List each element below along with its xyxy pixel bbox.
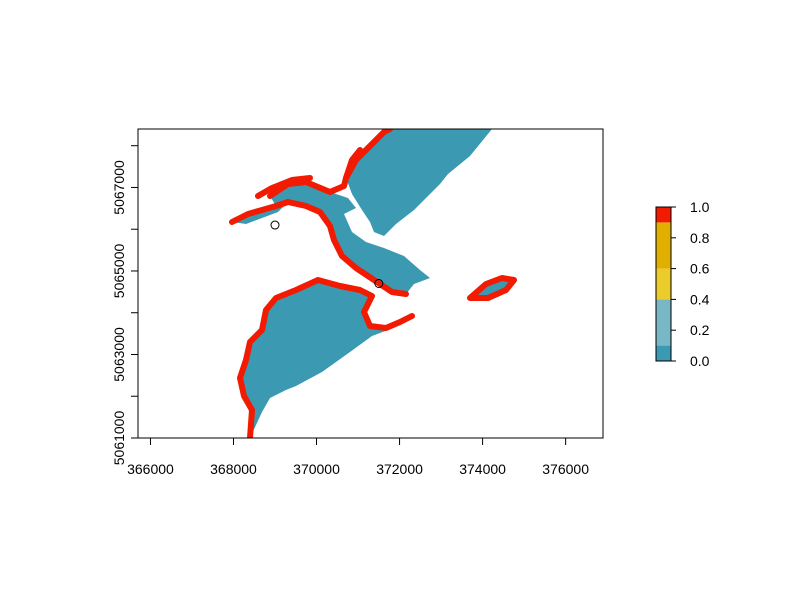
- lake-body-east: [470, 278, 514, 298]
- raster-map: [229, 129, 517, 438]
- x-tick-label: 376000: [542, 461, 589, 477]
- x-tick-label: 374000: [459, 461, 506, 477]
- y-tick-label: 5061000: [111, 411, 127, 466]
- y-tick-label: 5063000: [111, 327, 127, 382]
- y-tick-label: 5065000: [111, 244, 127, 299]
- shoreline-east-lake: [467, 275, 517, 301]
- y-axis: 5061000 5063000 5065000 5067000: [111, 145, 139, 466]
- lake-body-northeast: [346, 129, 492, 236]
- x-tick-label: 368000: [210, 461, 257, 477]
- legend-bin-5: [656, 207, 671, 223]
- legend-bin-3: [656, 268, 671, 300]
- legend-tick-label: 0.8: [690, 230, 710, 246]
- y-tick-label: 5067000: [111, 160, 127, 215]
- shoreline-northeast: [343, 129, 393, 181]
- legend-frame: [655, 206, 672, 362]
- legend-tick-label: 0.4: [690, 291, 710, 307]
- x-axis: 366000 368000 370000 372000 374000 376000: [127, 437, 589, 477]
- shoreline-southwest: [237, 277, 415, 438]
- color-legend: 0.0 0.2 0.4 0.6 0.8 1.0: [655, 199, 710, 369]
- legend-tick-label: 0.0: [690, 353, 710, 369]
- legend-tick-label: 0.6: [690, 261, 710, 277]
- legend-tick-label: 1.0: [690, 199, 710, 215]
- lake-body-southwest: [240, 280, 412, 438]
- point-marker-2: [374, 279, 384, 288]
- shoreline-northwest-stream: [255, 175, 313, 199]
- lake-channel: [270, 182, 430, 294]
- x-tick-label: 372000: [376, 461, 423, 477]
- legend-bin-2: [656, 299, 671, 346]
- legend-bin-1: [656, 345, 671, 361]
- legend-bin-4: [656, 222, 671, 269]
- x-tick-label: 366000: [127, 461, 174, 477]
- x-tick-label: 370000: [293, 461, 340, 477]
- point-marker-1: [270, 220, 280, 230]
- point-markers: [270, 220, 384, 288]
- shoreline-channel-north: [229, 199, 409, 297]
- legend-tick-label: 0.2: [690, 322, 710, 338]
